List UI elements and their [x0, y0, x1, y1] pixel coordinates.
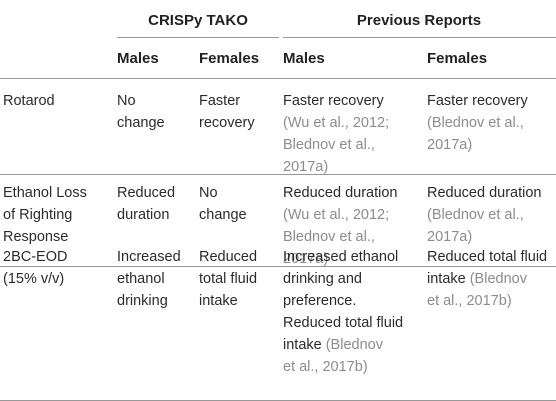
cell-ref-line: 2017a) — [427, 137, 473, 153]
cell-ref-line: (Blednov et al., — [427, 207, 524, 223]
header-tako-males: Males — [117, 50, 159, 67]
cell-line-mixed: intake (Blednov — [427, 268, 555, 290]
cell-line: ethanol — [117, 271, 165, 287]
cell-text: intake — [427, 271, 466, 287]
cell-line: change — [117, 115, 165, 131]
cell-ref-line: Blednov et al., — [283, 137, 375, 153]
cell-ref-line: (Blednov et al., — [427, 115, 524, 131]
cell-line: Reduced total fluid — [283, 315, 404, 331]
cell-tako-females-ethanol-lorr: No change — [199, 182, 279, 226]
cell-tako-females-2bc-eod: Reduced total fluid intake — [199, 246, 279, 312]
cell-line: Increased ethanol — [283, 249, 399, 265]
cell-line-mixed: intake (Blednov — [283, 334, 423, 356]
row-label-line: 2BC-EOD — [3, 249, 68, 265]
cell-line: Reduced — [199, 249, 258, 265]
row-label-line: of Righting — [3, 207, 73, 223]
cell-line: Reduced total fluid — [427, 249, 548, 265]
row-label-rotarod: Rotarod — [3, 90, 107, 112]
cell-ref-text: (Blednov — [465, 271, 527, 287]
cell-prev-females-rotarod: Faster recovery (Blednov et al., 2017a) — [427, 90, 555, 156]
cell-line: drinking and — [283, 271, 362, 287]
header-group-previous-reports: Previous Reports — [356, 12, 482, 29]
cell-line: Faster recovery — [427, 93, 528, 109]
cell-ref-line: (Wu et al., 2012; — [283, 207, 390, 223]
cell-ref-line: et al., 2017b) — [283, 359, 368, 375]
cell-line: No — [117, 93, 136, 109]
header-prev-males: Males — [283, 50, 325, 67]
cell-ref-line: 2017a) — [427, 229, 473, 245]
cell-line: Faster — [199, 93, 241, 109]
row-label-ethanol-lorr: Ethanol Loss of Righting Response — [3, 182, 107, 248]
cell-line: No — [199, 185, 218, 201]
row-label-line: Response — [3, 229, 69, 245]
header-bottom-rule — [0, 78, 556, 79]
row-label-line: (15% v/v) — [3, 271, 65, 287]
row-label-line: Ethanol Loss — [3, 185, 87, 201]
header-prev-females: Females — [427, 50, 488, 67]
cell-tako-males-rotarod: No change — [117, 90, 199, 134]
cell-line: Reduced duration — [427, 185, 542, 201]
row-divider — [0, 174, 556, 175]
cell-prev-males-rotarod: Faster recovery (Wu et al., 2012; Bledno… — [283, 90, 423, 178]
cell-line: duration — [117, 207, 170, 223]
cell-ref-line: 2017a) — [283, 159, 329, 175]
cell-tako-females-rotarod: Faster recovery — [199, 90, 279, 134]
cell-line: Increased — [117, 249, 181, 265]
row-divider — [0, 266, 556, 267]
header-tako-females: Females — [199, 50, 260, 67]
cell-ref-line: et al., 2017b) — [427, 293, 512, 309]
cell-ref-text: (Blednov — [321, 337, 383, 353]
cell-text: intake — [283, 337, 322, 353]
group-underline-previous — [283, 37, 556, 38]
cell-prev-females-ethanol-lorr: Reduced duration (Blednov et al., 2017a) — [427, 182, 555, 248]
cell-line: recovery — [199, 115, 255, 131]
cell-tako-males-ethanol-lorr: Reduced duration — [117, 182, 199, 226]
cell-line: total fluid — [199, 271, 258, 287]
cell-ref-line: 2017a) — [283, 251, 329, 267]
header-group-crispy-tako: CRISPy TAKO — [148, 12, 248, 29]
row-label-line: Rotarod — [3, 93, 55, 109]
cell-line: change — [199, 207, 247, 223]
row-label-2bc-eod: 2BC-EOD (15% v/v) — [3, 246, 107, 290]
cell-line: Faster recovery — [283, 93, 384, 109]
cell-prev-males-2bc-eod: Increased ethanol drinking and preferenc… — [283, 246, 423, 378]
cell-prev-females-2bc-eod: Reduced total fluid intake (Blednov et a… — [427, 246, 555, 312]
cell-line: intake — [199, 293, 238, 309]
cell-ref-line: Blednov et al., — [283, 229, 375, 245]
cell-line: Reduced duration — [283, 185, 398, 201]
cell-line: drinking — [117, 293, 168, 309]
cell-prev-males-ethanol-lorr: Reduced duration (Wu et al., 2012; Bledn… — [283, 182, 423, 270]
group-underline-tako — [117, 37, 279, 38]
cell-line: preference. — [283, 293, 357, 309]
cell-line: Reduced — [117, 185, 176, 201]
cell-tako-males-2bc-eod: Increased ethanol drinking — [117, 246, 199, 312]
cell-ref-line: (Wu et al., 2012; — [283, 115, 390, 131]
